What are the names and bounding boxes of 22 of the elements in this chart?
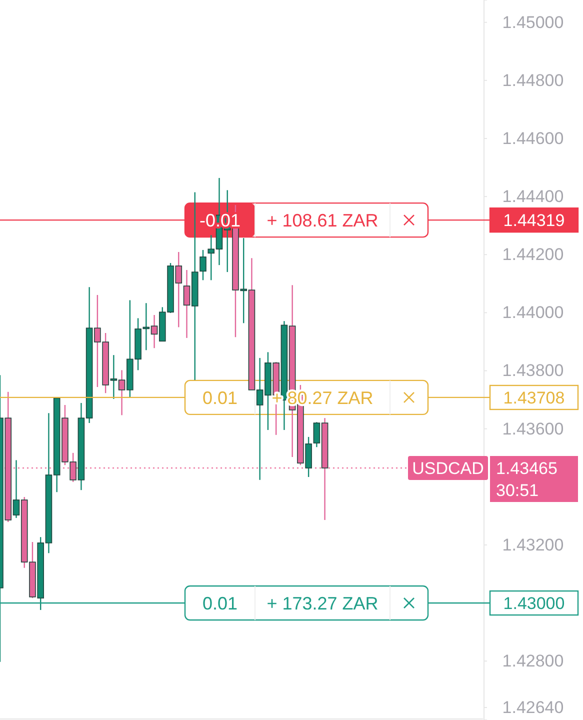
- ref-line-label: 1.43000: [503, 594, 565, 613]
- ref-line-label: 1.43465: [496, 458, 558, 478]
- annotation: 0.01: [202, 388, 238, 408]
- annotation: + 108.61 ZAR: [266, 210, 378, 230]
- candlestick: [200, 249, 206, 281]
- y-tick-label: 1.44400: [502, 186, 564, 206]
- ref-line-label: 1.44319: [503, 211, 565, 230]
- text: 30:51: [496, 480, 539, 500]
- y-tick-label: 1.43600: [502, 419, 564, 438]
- y-tick-label: 1.44800: [502, 70, 564, 90]
- y-tick-label: 1.42800: [502, 652, 564, 671]
- y-tick-label: 1.44200: [502, 245, 564, 264]
- y-tick-label: 1.45000: [502, 12, 564, 32]
- y-tick-label: 1.44000: [502, 303, 564, 322]
- y-tick-label: 1.42640: [502, 698, 564, 717]
- annotation: + 173.27 ZAR: [266, 593, 378, 614]
- annotation: USDCAD: [412, 458, 484, 478]
- y-tick-label: 1.43800: [502, 361, 564, 380]
- y-tick-label: 1.44600: [502, 128, 564, 148]
- ref-line-label: 1.43708: [503, 388, 565, 408]
- annotation: 0.01: [202, 593, 238, 614]
- y-tick-label: 1.43200: [502, 535, 564, 554]
